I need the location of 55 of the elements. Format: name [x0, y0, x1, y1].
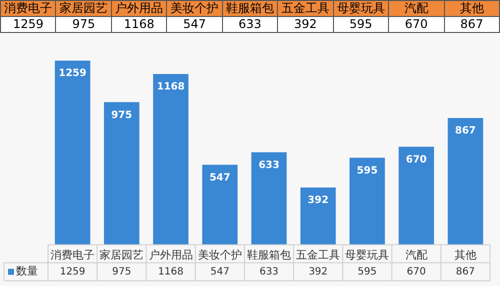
x-tick-label: 其他 — [454, 248, 476, 262]
bar — [398, 146, 434, 245]
x-tick-label: 美妆个护 — [198, 248, 242, 262]
bar — [202, 164, 238, 245]
text: 595 — [358, 266, 377, 278]
bar — [350, 158, 385, 245]
legend-label: 数量 — [16, 264, 38, 278]
bar — [153, 74, 188, 245]
text: 547 — [166, 16, 222, 32]
text: 633 — [259, 266, 279, 278]
text: 867 — [456, 266, 475, 278]
category-label: 五金工具 — [278, 0, 334, 16]
data-label: 547 — [209, 172, 230, 184]
data-label: 1168 — [156, 82, 185, 93]
bar — [104, 102, 140, 245]
category-label: 汽配 — [388, 0, 444, 16]
text: 1259 — [0, 16, 56, 32]
category-label: 其他 — [444, 0, 500, 16]
x-tick-label: 户外用品 — [148, 248, 193, 262]
data-label: 670 — [406, 154, 427, 166]
data-label: 1259 — [58, 68, 87, 80]
text: 633 — [222, 16, 278, 32]
text: 670 — [406, 266, 426, 278]
category-label: 鞋服箱包 — [222, 0, 278, 16]
x-tick-label: 家居园艺 — [100, 248, 144, 262]
bar — [251, 152, 287, 245]
data-label: 595 — [356, 165, 378, 176]
bar — [54, 60, 90, 245]
text: 595 — [333, 16, 389, 32]
text: 867 — [444, 16, 500, 32]
x-tick-label: 汽配 — [405, 248, 428, 262]
bar — [448, 118, 484, 245]
text: 1259 — [60, 266, 86, 278]
text: 392 — [308, 266, 328, 278]
data-label: 633 — [258, 160, 280, 171]
data-label: 867 — [455, 126, 476, 137]
text: 547 — [210, 266, 230, 278]
text: 1168 — [158, 266, 184, 278]
x-tick-label: 消费电子 — [50, 248, 95, 262]
category-label: 母婴玩具 — [333, 0, 389, 16]
category-label: 家居园艺 — [56, 0, 112, 16]
x-tick-label: 母婴玩具 — [345, 248, 390, 262]
x-tick-label: 鞋服箱包 — [247, 248, 291, 262]
x-tick-label: 五金工具 — [296, 248, 340, 262]
bar — [300, 187, 336, 245]
text: 670 — [388, 16, 444, 32]
text: 392 — [278, 16, 334, 32]
text: 1168 — [111, 16, 167, 32]
text: 975 — [112, 266, 132, 278]
category-label: 消费电子 — [0, 0, 56, 16]
text: 975 — [56, 16, 112, 32]
category-label: 户外用品 — [111, 0, 167, 16]
data-label: 975 — [111, 110, 132, 121]
data-label: 392 — [308, 195, 329, 206]
category-label: 美妆个护 — [166, 0, 222, 16]
